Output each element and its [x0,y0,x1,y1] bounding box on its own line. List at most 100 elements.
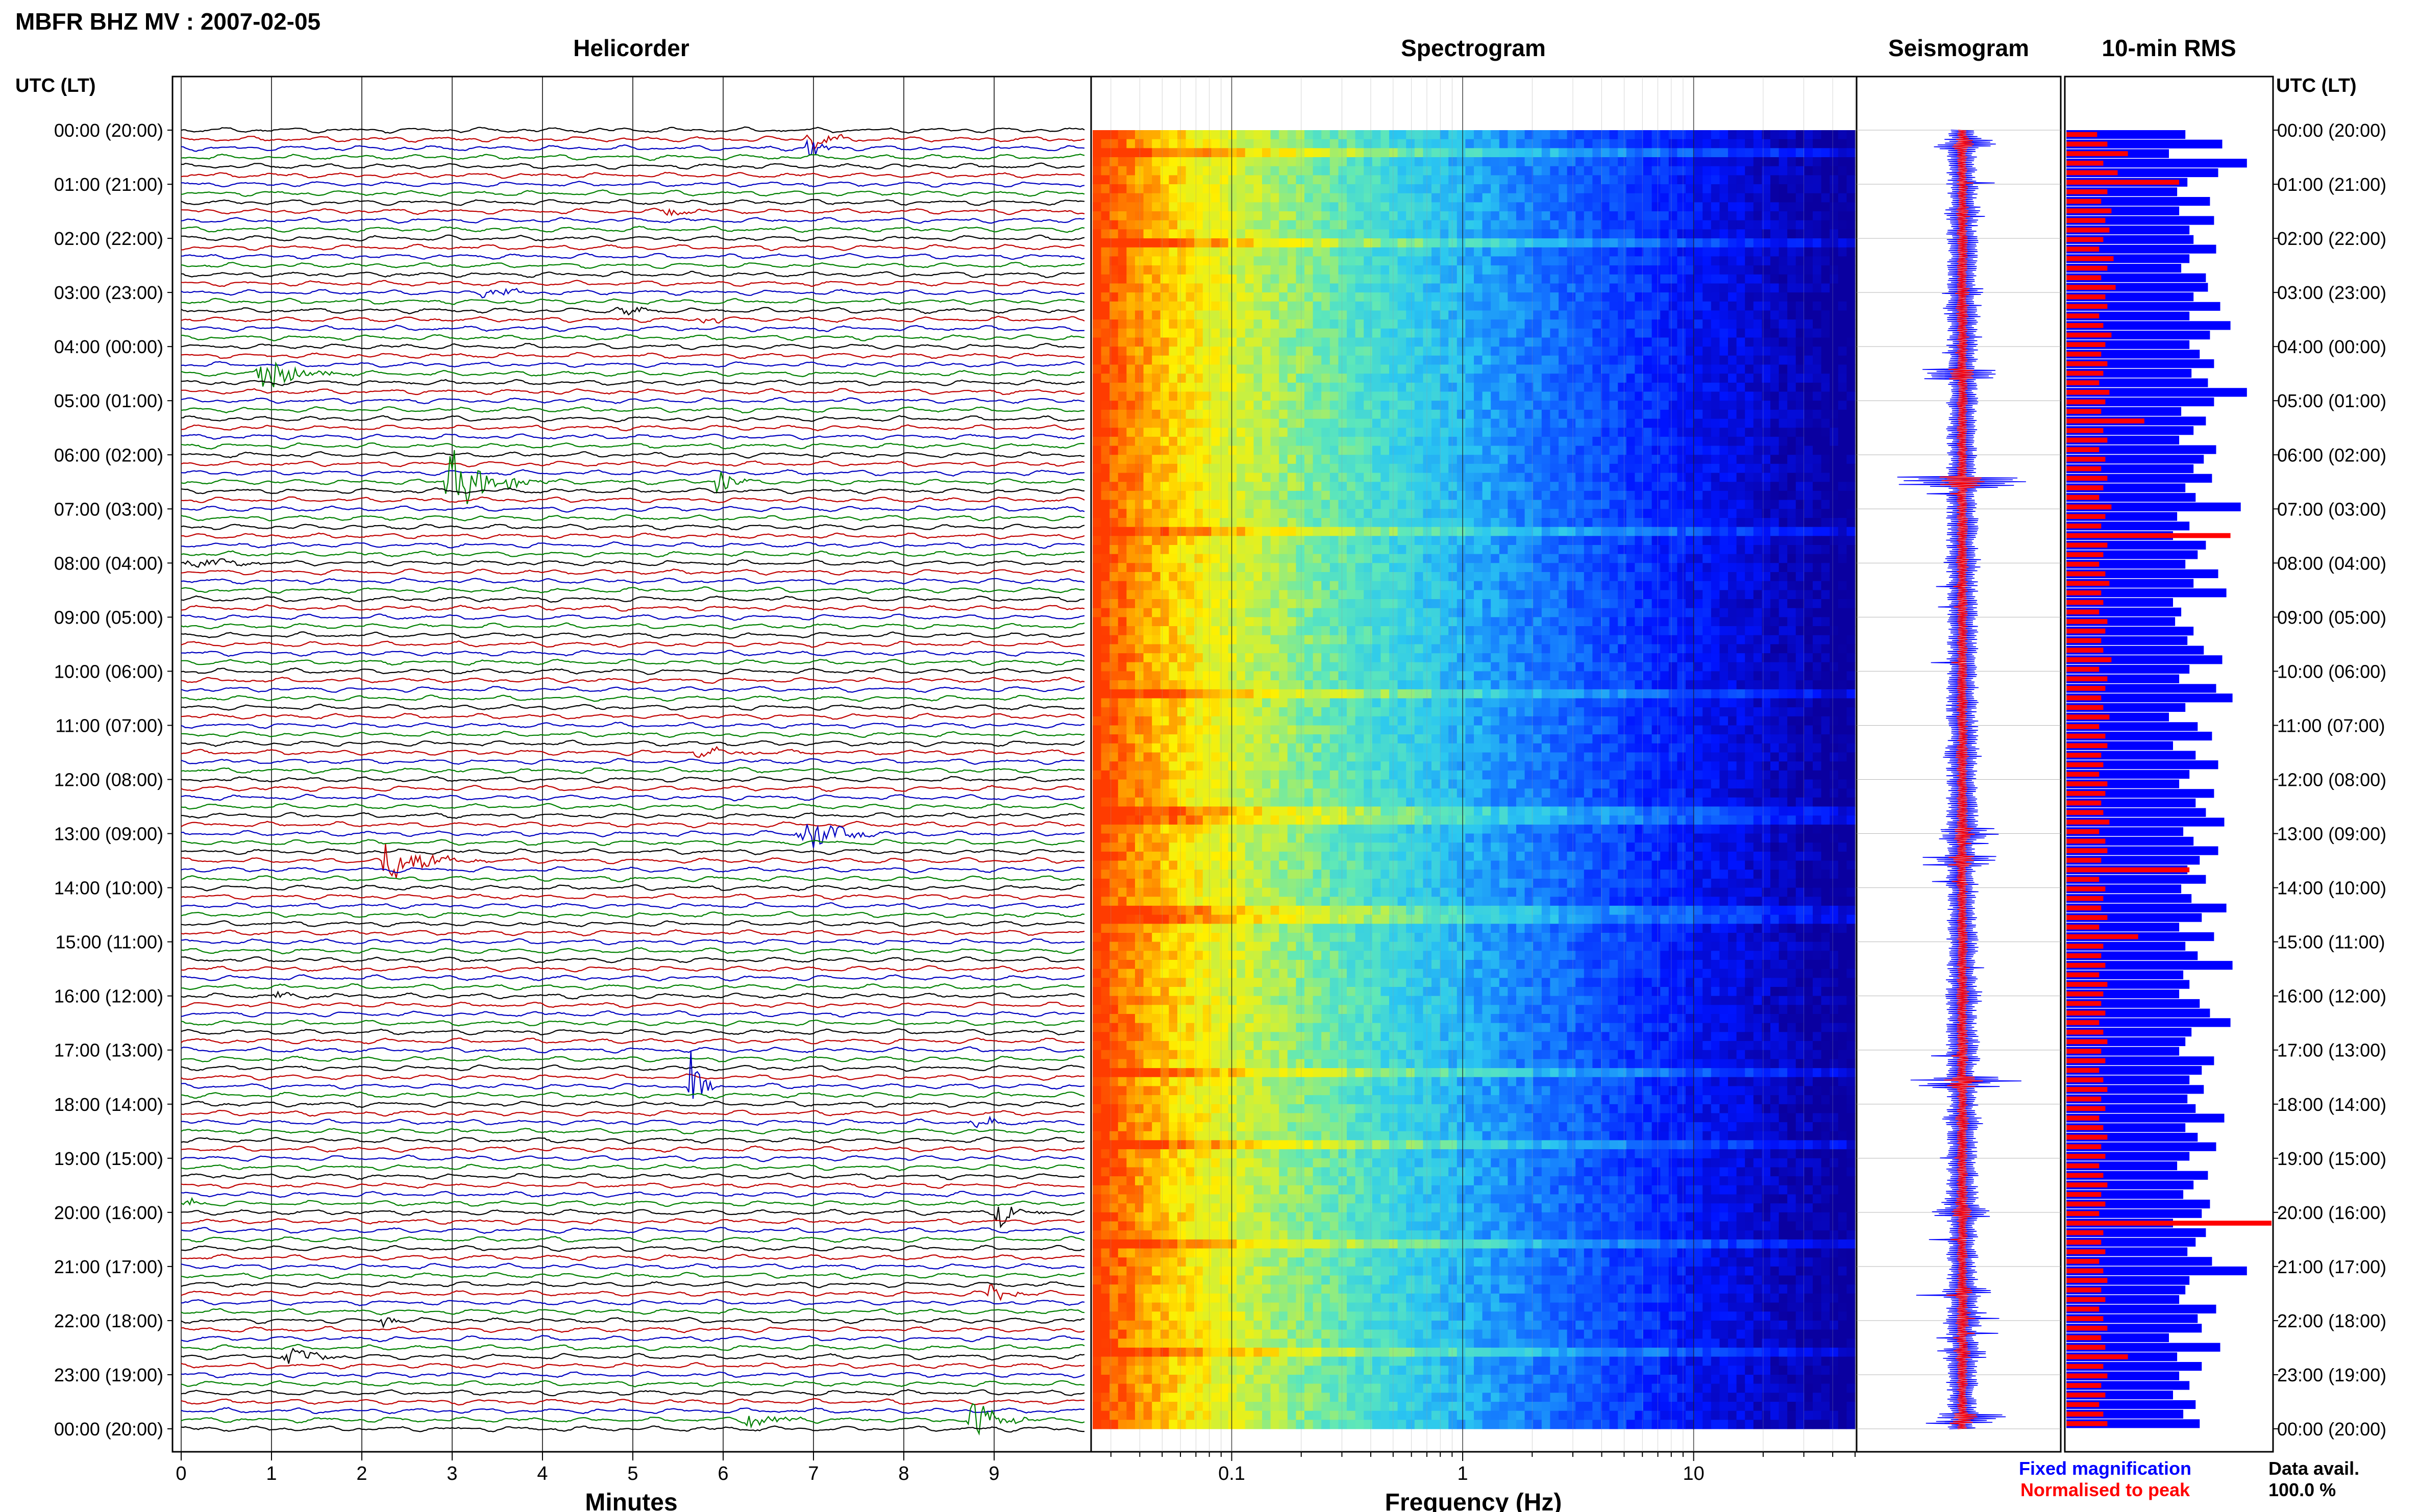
helicorder-trace [181,839,1085,846]
spectrogram-cell [1541,374,1551,383]
spectrogram-cell [1762,527,1771,536]
helicorder-trace [181,848,1085,855]
spectrogram-cell [1736,346,1745,356]
spectrogram-cell [1499,184,1509,194]
spectrogram-cell [1389,211,1398,221]
spectrogram-cell [1694,482,1703,491]
spectrogram-cell [1423,157,1432,167]
spectrogram-cell [1550,374,1559,383]
spectrogram-cell [1228,545,1237,555]
spectrogram-cell [1668,527,1678,536]
spectrogram-cell [1253,346,1263,356]
helicorder-trace [181,1073,1085,1081]
spectrogram-cell [1321,202,1330,212]
spectrogram-cell [1770,445,1780,455]
spectrogram-cell [1541,220,1551,230]
spectrogram-cell [1592,337,1601,347]
spectrogram-cell [1397,374,1406,383]
spectrogram-cell [1694,536,1703,546]
spectrogram-cell [1135,229,1144,239]
spectrogram-cell [1194,310,1203,320]
spectrogram-cell [1516,193,1525,203]
spectrogram-cell [1109,500,1119,509]
spectrogram-cell [1245,518,1254,528]
spectrogram-cell [1253,301,1263,311]
spectrogram-cell [1618,184,1627,194]
spectrogram-cell [1567,545,1576,555]
spectrogram-cell [1550,328,1559,338]
spectrogram-cell [1643,445,1652,455]
spectrogram-cell [1711,445,1720,455]
helicorder-trace [181,785,1085,792]
spectrogram-cell [1482,256,1491,266]
spectrogram-cell [1160,563,1170,573]
spectrogram-cell [1093,382,1102,392]
spectrogram-cell [1618,527,1627,536]
spectrogram-cell [1245,157,1254,167]
spectrogram-cell [1448,220,1458,230]
spectrogram-cell [1321,473,1330,482]
spectrogram-cell [1567,229,1576,239]
spectrogram-cell [1372,482,1381,491]
spectrogram-cell [1253,509,1263,518]
spectrogram-cell [1592,319,1601,329]
spectrogram-cell [1821,428,1830,437]
spectrogram-cell [1160,265,1170,275]
spectrogram-cell [1601,292,1610,302]
spectrogram-cell [1686,175,1695,185]
spectrogram-cell [1592,500,1601,509]
spectrogram-cell [1143,409,1152,419]
spectrogram-cell [1389,220,1398,230]
spectrogram-cell [1830,193,1839,203]
spectrogram-cell [1516,319,1525,329]
spectrogram-cell [1779,184,1788,194]
helicorder-trace [181,226,1085,233]
spectrogram-cell [1516,256,1525,266]
spectrogram-cell [1093,319,1102,329]
spectrogram-cell [1211,490,1220,501]
spectrogram-cell [1609,274,1618,284]
spectrogram-cell [1143,545,1152,555]
spectrogram-cell [1253,572,1263,582]
spectrogram-cell [1143,490,1152,501]
spectrogram-cell [1643,455,1652,464]
spectrogram-cell [1753,202,1763,212]
spectrogram-cell [1567,301,1576,311]
spectrogram-cell [1313,265,1322,275]
spectrogram-cell [1821,554,1830,563]
helicorder-trace [181,974,1085,982]
spectrogram-cell [1541,148,1551,158]
spectrogram-cell [1728,301,1737,311]
spectrogram-cell [1245,301,1254,311]
spectrogram-cell [1135,157,1144,167]
spectrogram-cell [1541,238,1551,248]
spectrogram-cell [1338,256,1347,266]
spectrogram-cell [1736,139,1745,148]
spectrogram-cell [1491,157,1500,167]
spectrogram-cell [1702,238,1712,248]
spectrogram-cell [1702,283,1712,293]
spectrogram-cell [1296,256,1305,266]
spectrogram-cell [1304,409,1314,419]
spectrogram-cell [1779,418,1788,428]
spectrogram-cell [1787,193,1796,203]
spectrogram-cell [1406,319,1415,329]
spectrogram-cell [1609,527,1618,536]
spectrogram-cell [1626,337,1636,347]
spectrogram-cell [1592,581,1601,590]
spectrogram-cell [1821,175,1830,185]
spectrogram-cell [1440,536,1449,546]
helicorder-trace [181,234,1085,242]
spectrogram-cell [1736,382,1745,392]
spectrogram-cell [1686,211,1695,221]
spectrogram-cell [1711,509,1720,518]
spectrogram-cell [1465,166,1474,176]
spectrogram-cell [1465,463,1474,474]
spectrogram-cell [1245,364,1254,374]
spectrogram-cell [1211,536,1220,546]
spectrogram-cell [1635,463,1644,474]
spectrogram-cell [1364,382,1373,392]
spectrogram-cell [1482,572,1491,582]
spectrogram-cell [1262,157,1271,167]
spectrogram-cell [1559,428,1568,437]
